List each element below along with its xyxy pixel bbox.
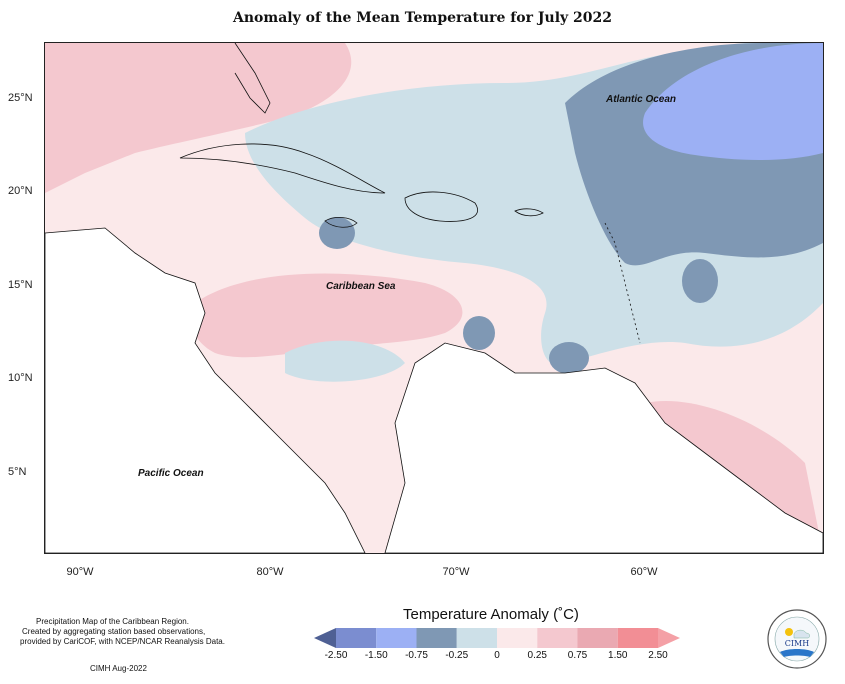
logo-text: CIMH bbox=[785, 639, 809, 648]
colorbar-cell bbox=[336, 628, 377, 648]
colorbar-cell bbox=[376, 628, 417, 648]
map-title: Anomaly of the Mean Temperature for July… bbox=[233, 10, 612, 26]
steel-anomaly-curacao bbox=[463, 316, 495, 350]
pacific-ocean-label: Pacific Ocean bbox=[138, 468, 204, 479]
legend-tick-label: 2.50 bbox=[648, 650, 668, 661]
lon-label-70w: 70°W bbox=[442, 566, 470, 578]
steel-anomaly-trinidad bbox=[549, 342, 589, 374]
credit-line-3: provided by CariCOF, with NCEP/NCAR Rean… bbox=[20, 637, 225, 646]
colorbar-cell bbox=[497, 628, 538, 648]
florida-land bbox=[234, 43, 271, 114]
anomaly-map bbox=[45, 43, 823, 553]
central-america-land bbox=[45, 227, 366, 553]
colorbar-cell bbox=[416, 628, 457, 648]
colorbar-cell bbox=[537, 628, 578, 648]
credit-date: CIMH Aug-2022 bbox=[90, 664, 147, 673]
legend-tick-label: -0.25 bbox=[445, 650, 469, 661]
lon-label-90w: 90°W bbox=[66, 566, 94, 578]
colorbar-arrow-low bbox=[314, 628, 336, 648]
cuba-outline bbox=[179, 143, 386, 194]
lon-label-60w: 60°W bbox=[630, 566, 658, 578]
cimh-logo: CIMH bbox=[767, 609, 827, 669]
warm-anomaly-central bbox=[191, 273, 463, 358]
legend-tick-label: 0 bbox=[494, 650, 500, 661]
legend-tick-label: 0.25 bbox=[527, 650, 547, 661]
legend-tick-label: 0.75 bbox=[567, 650, 588, 661]
south-america-land bbox=[384, 342, 823, 553]
puerto-rico-outline bbox=[514, 208, 544, 217]
lon-label-80w: 80°W bbox=[256, 566, 284, 578]
legend-tick-label: 1.50 bbox=[608, 650, 628, 661]
lat-label-25n: 25°N bbox=[8, 92, 33, 104]
cool-anomaly-south bbox=[285, 340, 405, 382]
colorbar bbox=[314, 628, 680, 648]
jamaica-outline bbox=[324, 217, 358, 228]
legend-tick-label: -1.50 bbox=[364, 650, 388, 661]
cold-anomaly-core bbox=[643, 43, 823, 160]
hispaniola-outline bbox=[404, 191, 478, 222]
credit-line-1: Precipitation Map of the Caribbean Regio… bbox=[36, 617, 189, 626]
legend-title: Temperature Anomaly (˚C) bbox=[403, 606, 579, 623]
colorbar-arrow-high bbox=[658, 628, 680, 648]
credit-line-2: Created by aggregating station based obs… bbox=[22, 627, 206, 636]
steel-anomaly-east bbox=[682, 259, 718, 303]
steel-anomaly-jamaica bbox=[319, 217, 355, 249]
lat-label-10n: 10°N bbox=[8, 372, 33, 384]
colorbar-cell bbox=[456, 628, 497, 648]
legend-tick-label: -2.50 bbox=[324, 650, 348, 661]
lat-label-15n: 15°N bbox=[8, 279, 33, 291]
warm-anomaly-gulf bbox=[45, 43, 352, 193]
lat-label-20n: 20°N bbox=[8, 185, 33, 197]
caribbean-sea-label: Caribbean Sea bbox=[326, 281, 396, 292]
lat-label-5n: 5°N bbox=[8, 466, 27, 478]
atlantic-ocean-label: Atlantic Ocean bbox=[606, 94, 677, 105]
colorbar-cell bbox=[617, 628, 658, 648]
map-panel bbox=[44, 42, 824, 554]
legend-tick-label: -0.75 bbox=[405, 650, 428, 661]
colorbar-cell bbox=[577, 628, 618, 648]
